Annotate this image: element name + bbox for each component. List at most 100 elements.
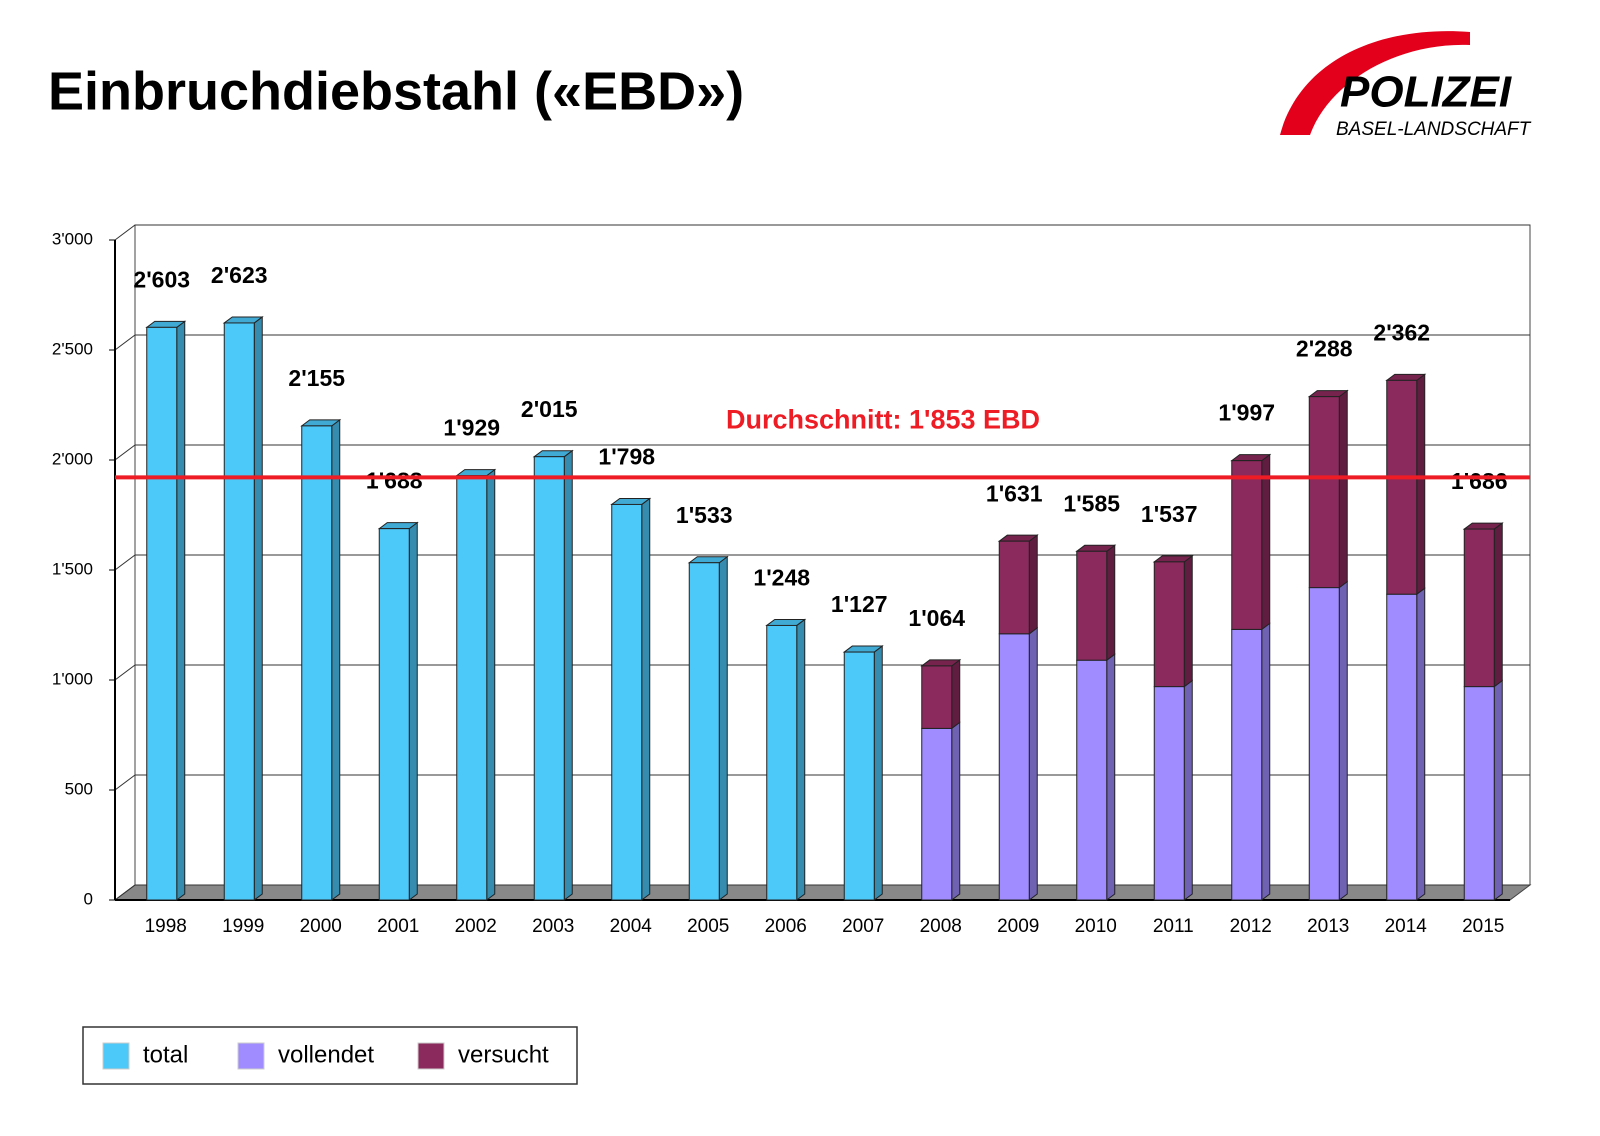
bar <box>1231 628 1263 901</box>
data-label: 1'997 <box>1218 400 1275 426</box>
legend-swatch <box>237 1042 265 1070</box>
data-label: 1'798 <box>598 444 655 470</box>
grid-diag <box>114 664 136 681</box>
x-tick-label: 1999 <box>222 916 264 937</box>
bar <box>843 651 875 901</box>
bar-side <box>1106 544 1116 662</box>
x-tick-label: 2009 <box>997 916 1039 937</box>
bar <box>378 528 410 901</box>
bar <box>1153 686 1185 901</box>
bar-side <box>1106 653 1116 901</box>
bar-side <box>873 645 883 901</box>
bar <box>611 503 643 901</box>
logo-swoosh <box>1280 31 1470 135</box>
data-label: 2'603 <box>133 266 190 292</box>
x-tick-label: 2006 <box>765 916 807 937</box>
data-label: 1'537 <box>1141 501 1198 527</box>
average-label: Durchschnitt: 1'853 EBD <box>726 404 1040 434</box>
x-tick-label: 2008 <box>920 916 962 937</box>
x-tick-label: 2014 <box>1385 916 1428 937</box>
bar <box>1231 460 1263 630</box>
x-tick-label: 2000 <box>300 916 342 937</box>
bar-side <box>1028 626 1038 901</box>
data-label: 2'015 <box>521 396 578 422</box>
bar <box>1386 379 1418 595</box>
data-label: 1'127 <box>831 591 888 617</box>
y-tick-label: 500 <box>65 779 93 798</box>
bar-side <box>951 658 961 730</box>
bar-side <box>1028 534 1038 635</box>
bar-side <box>1416 373 1426 596</box>
bar <box>223 322 255 901</box>
bar <box>766 624 798 901</box>
bar <box>1076 550 1108 661</box>
legend-label: total <box>143 1041 188 1068</box>
x-tick-label: 2001 <box>377 916 419 937</box>
legend-label: versucht <box>458 1041 549 1068</box>
legend-swatch <box>102 1042 130 1070</box>
data-label: 2'623 <box>211 262 268 288</box>
bar <box>921 665 953 729</box>
data-label: 2'362 <box>1373 319 1430 345</box>
grid-diag <box>114 224 136 241</box>
data-label: 2'155 <box>288 365 345 391</box>
bar-side <box>1183 679 1193 901</box>
x-tick-label: 2007 <box>842 916 884 937</box>
bar-side <box>1261 622 1271 901</box>
data-label: 1'533 <box>676 502 733 528</box>
y-tick-label: 1'500 <box>52 559 93 578</box>
data-label: 1'064 <box>908 605 965 631</box>
bar <box>1308 396 1340 589</box>
bar-side <box>408 521 418 901</box>
x-tick-label: 2011 <box>1153 916 1194 937</box>
bar-side <box>718 555 728 901</box>
grid-diag <box>114 884 136 901</box>
y-tick-label: 0 <box>84 889 93 908</box>
bar-side <box>796 618 806 901</box>
data-label: 1'631 <box>986 480 1043 506</box>
data-label: 1'929 <box>443 415 500 441</box>
bar-side <box>176 320 186 901</box>
x-tick-label: 2013 <box>1307 916 1349 937</box>
legend-label: vollendet <box>278 1041 374 1068</box>
bar <box>1308 587 1340 901</box>
bar-side <box>1493 679 1503 901</box>
bar <box>998 633 1030 901</box>
title: Einbruchdiebstahl («EBD») <box>48 61 744 121</box>
bar <box>533 456 565 901</box>
bar-side <box>1183 554 1193 688</box>
bar-side <box>1416 587 1426 901</box>
bar <box>1463 686 1495 901</box>
legend-box <box>82 1026 578 1085</box>
bar-side <box>331 418 341 901</box>
data-label: 1'686 <box>1451 468 1508 494</box>
grid-diag <box>114 774 136 791</box>
bar <box>921 727 953 901</box>
data-label: 2'288 <box>1296 336 1353 362</box>
legend-swatch <box>417 1042 445 1070</box>
logo-name: POLIZEI <box>1340 68 1512 117</box>
bar <box>146 326 178 901</box>
x-tick-label: 2012 <box>1230 916 1272 937</box>
bar <box>456 475 488 901</box>
grid-diag <box>114 334 136 351</box>
bar <box>1076 659 1108 901</box>
bar <box>1153 561 1185 688</box>
bar-side <box>563 449 573 901</box>
grid-diag <box>114 554 136 571</box>
bar <box>1386 593 1418 901</box>
bar <box>688 562 720 901</box>
x-tick-label: 2004 <box>610 916 653 937</box>
x-tick-label: 2005 <box>687 916 729 937</box>
bar-side <box>486 468 496 901</box>
grid-diag <box>114 444 136 461</box>
y-tick-label: 1'000 <box>52 669 93 688</box>
data-label: 1'585 <box>1063 490 1120 516</box>
x-tick-label: 2015 <box>1462 916 1504 937</box>
bar-side <box>253 315 263 901</box>
data-label: 1'248 <box>753 565 810 591</box>
bar-side <box>1338 389 1348 589</box>
bar-side <box>1338 580 1348 901</box>
x-tick-label: 2003 <box>532 916 574 937</box>
bar-side <box>1493 522 1503 688</box>
